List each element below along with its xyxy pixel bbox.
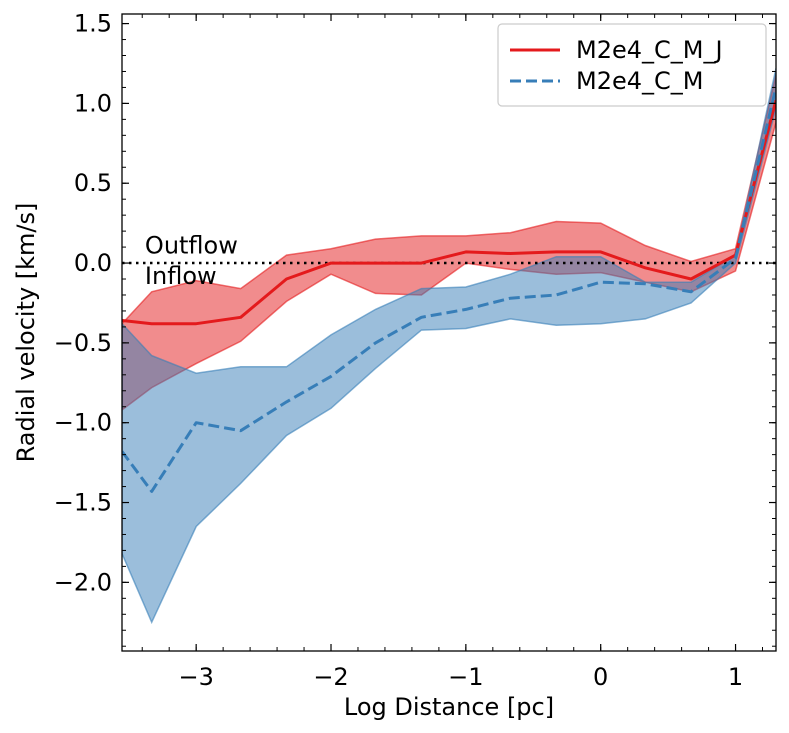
confidence-bands [122, 68, 776, 625]
x-tick-label: −3 [178, 663, 213, 691]
y-tick-label: 0.0 [74, 249, 112, 277]
axes-border [121, 13, 777, 652]
y-tick-label: −0.5 [54, 329, 112, 357]
y-axis-label: Radial velocity [km/s] [12, 203, 40, 463]
annotation-inflow: Inflow [145, 262, 217, 290]
axis-ticks: −3 −2 −1 0 1 −2.0 −1.5 −1.0 −0.5 0.0 0.5 1.0 1.5 [54, 10, 776, 691]
annotations: Outflow Inflow [145, 231, 238, 289]
series-lines [122, 87, 776, 493]
legend-label-M2e4_C_M_J: M2e4_C_M_J [576, 36, 723, 64]
series-line-M2e4_C_M [122, 87, 776, 493]
y-tick-label: 0.5 [74, 169, 112, 197]
band-M2e4_C_M [122, 68, 776, 625]
y-tick-label: 1.5 [74, 10, 112, 38]
x-tick-label: −2 [313, 663, 348, 691]
x-axis-label: Log Distance [pc] [344, 693, 554, 721]
y-tick-label: −2.0 [54, 568, 112, 596]
x-tick-label: 1 [728, 663, 743, 691]
x-tick-label: −1 [448, 663, 483, 691]
x-tick-label: 0 [593, 663, 608, 691]
axes-frame [121, 13, 777, 652]
legend-box [497, 23, 767, 107]
legend-label-M2e4_C_M: M2e4_C_M [576, 67, 703, 95]
series-line-M2e4_C_M_J [122, 99, 776, 326]
y-tick-label: −1.0 [54, 409, 112, 437]
y-tick-label: −1.5 [54, 489, 112, 517]
legend: M2e4_C_M_J M2e4_C_M [497, 23, 767, 107]
annotation-outflow: Outflow [145, 231, 238, 259]
y-tick-label: 1.0 [74, 89, 112, 117]
band-M2e4_C_M_J [122, 74, 776, 411]
